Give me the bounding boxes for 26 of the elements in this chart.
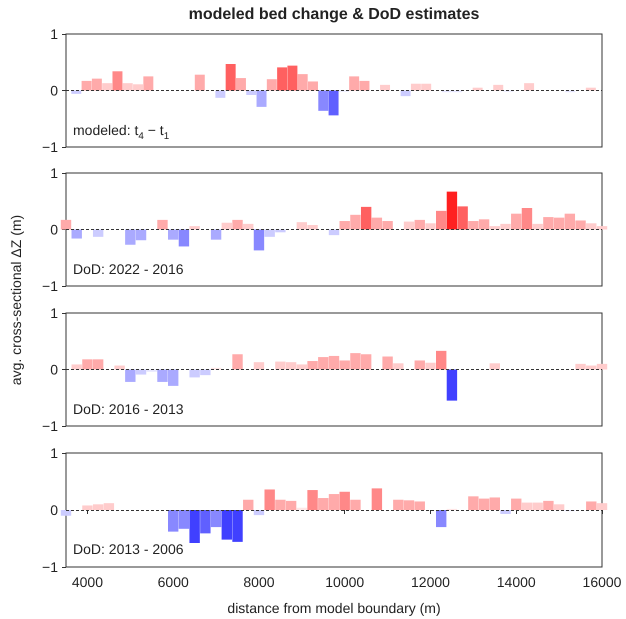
x-tick-label: 4000 [72,574,104,590]
y-axis-title: avg. cross-sectional ΔZ (m) [8,214,24,386]
y-tick-label: 0 [50,222,58,238]
x-tick-label: 10000 [325,574,364,590]
y-tick-label: −1 [42,278,58,294]
y-tick-label: −1 [42,418,58,434]
y-tick-label: 1 [50,165,58,181]
x-tick-label: 12000 [411,574,450,590]
y-tick-label: 1 [50,26,58,42]
annotation: DoD: 2013 - 2006 [73,541,184,557]
x-tick-label: 8000 [243,574,275,590]
x-axis-title: distance from model boundary (m) [227,600,441,616]
x-tick-label: 14000 [496,574,536,590]
y-tick-label: −1 [42,139,58,155]
y-tick-label: 1 [50,305,58,321]
y-tick-label: 0 [50,82,58,98]
y-tick-label: 0 [50,502,58,518]
annotation: modeled: t$_{4}$ − t$_{1}$ [73,122,170,142]
x-tick-label: 6000 [158,574,189,590]
y-tick-label: 0 [50,362,58,378]
annotation: DoD: 2016 - 2013 [73,401,184,417]
y-tick-label: −1 [42,559,58,575]
y-tick-label: 1 [50,445,58,461]
x-tick-label: 16000 [582,574,622,590]
chart-title: modeled bed change & DoD estimates [188,6,480,24]
annotation: DoD: 2022 - 2016 [73,261,184,277]
